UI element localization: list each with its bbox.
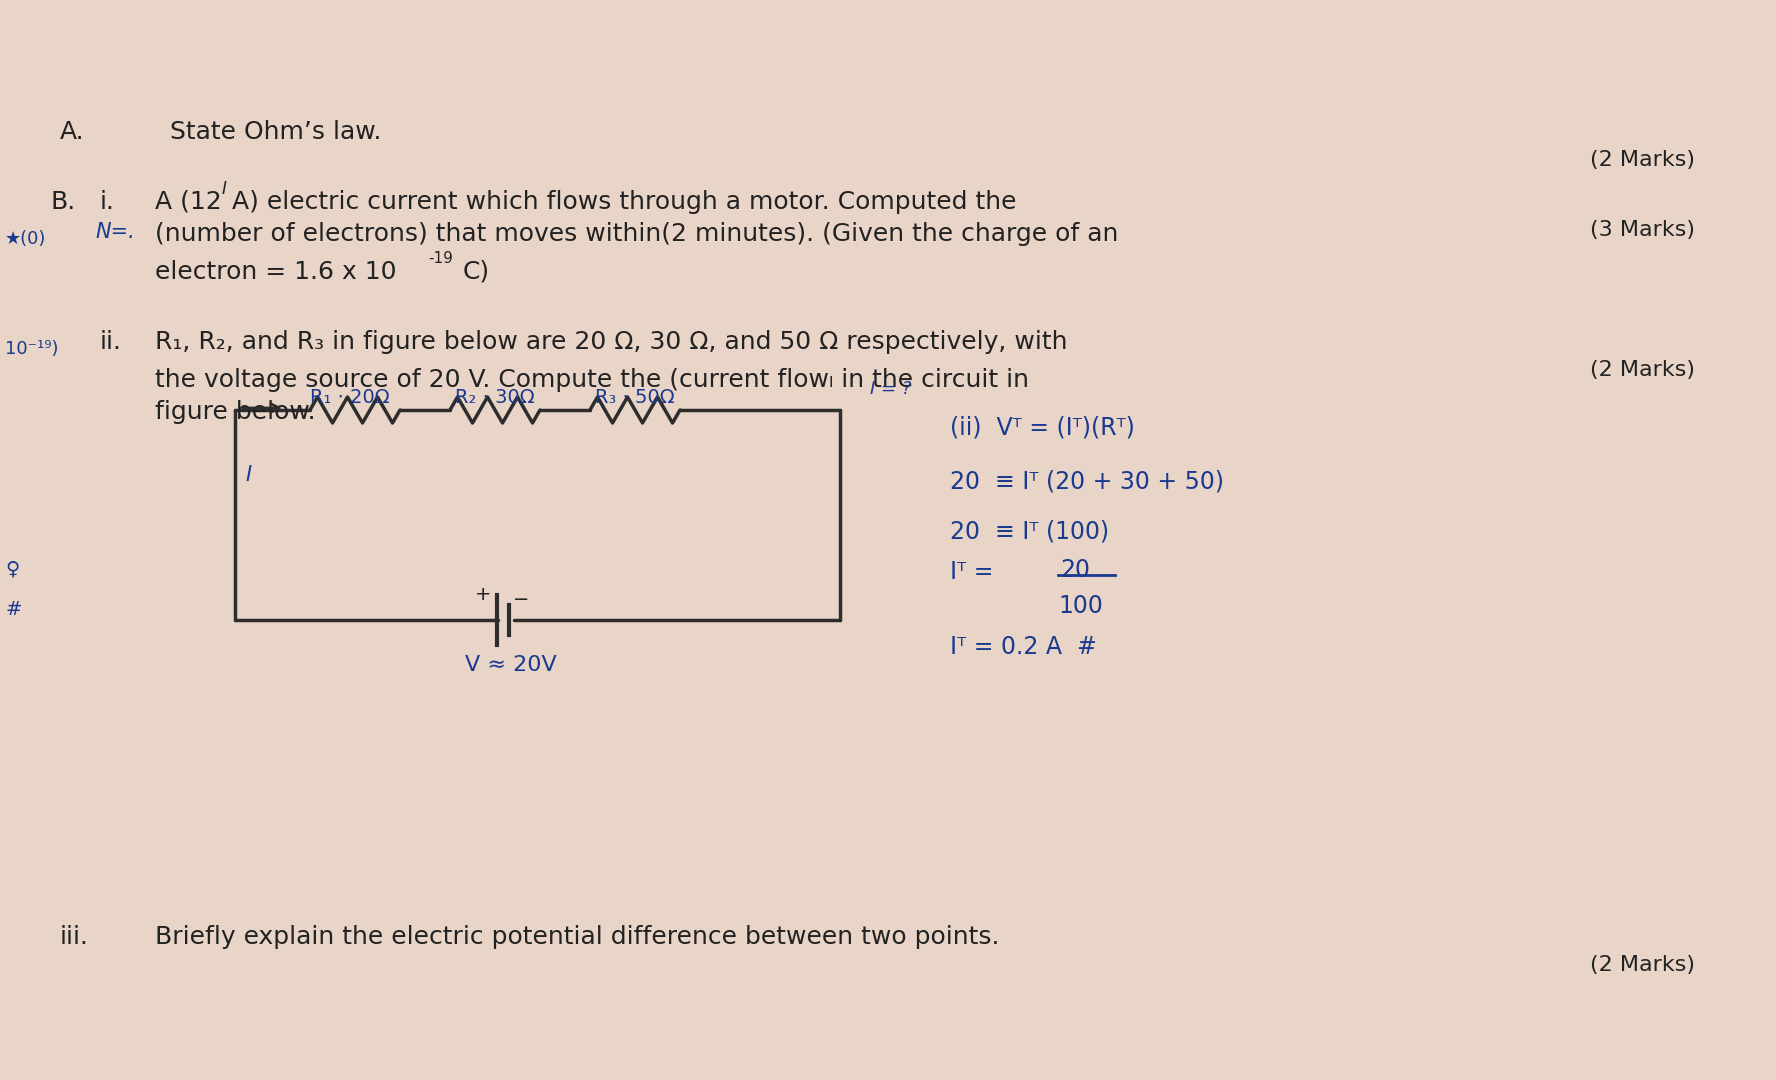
Text: (3 Marks): (3 Marks) <box>1590 220 1694 240</box>
Text: I: I <box>245 465 250 485</box>
Text: ii.: ii. <box>99 330 123 354</box>
Text: ★(0): ★(0) <box>5 230 46 248</box>
Text: C): C) <box>464 260 490 284</box>
Text: iii.: iii. <box>60 924 89 949</box>
Text: +: + <box>474 585 492 604</box>
Text: ♀: ♀ <box>5 561 20 579</box>
Text: (ii)  Vᵀ = (Iᵀ)(Rᵀ): (ii) Vᵀ = (Iᵀ)(Rᵀ) <box>950 415 1135 438</box>
Text: #: # <box>5 600 21 619</box>
Text: Briefly explain the electric potential difference between two points.: Briefly explain the electric potential d… <box>155 924 1000 949</box>
Text: R₁, R₂, and R₃ in figure below are 20 Ω, 30 Ω, and 50 Ω respectively, with: R₁, R₂, and R₃ in figure below are 20 Ω,… <box>155 330 1067 354</box>
Text: i.: i. <box>99 190 115 214</box>
Text: (number of electrons) that moves within(2 minutes). (Given the charge of an: (number of electrons) that moves within(… <box>155 222 1119 246</box>
Text: (2 Marks): (2 Marks) <box>1590 955 1694 975</box>
Text: (2 Marks): (2 Marks) <box>1590 150 1694 170</box>
Text: (2 Marks): (2 Marks) <box>1590 360 1694 380</box>
Text: N=.: N=. <box>94 222 135 242</box>
Text: A.: A. <box>60 120 85 144</box>
Text: 100: 100 <box>1058 594 1103 618</box>
Text: figure below.: figure below. <box>155 400 316 424</box>
Text: State Ohm’s law.: State Ohm’s law. <box>170 120 382 144</box>
Text: −: − <box>513 590 529 609</box>
Text: V ≈ 20V: V ≈ 20V <box>465 654 556 675</box>
Text: Iᵀ = 0.2 A  #: Iᵀ = 0.2 A # <box>950 635 1098 659</box>
Text: 20: 20 <box>1060 558 1090 582</box>
Text: 20  ≡ Iᵀ (100): 20 ≡ Iᵀ (100) <box>950 519 1110 544</box>
Text: B.: B. <box>50 190 75 214</box>
Text: electron = 1.6 x 10: electron = 1.6 x 10 <box>155 260 396 284</box>
Text: R₂ ⋅ 30Ω: R₂ ⋅ 30Ω <box>455 388 535 407</box>
Text: I = ?: I = ? <box>870 380 911 399</box>
Text: A (12: A (12 <box>155 190 222 214</box>
Text: the voltage source of 20 V. Compute the (current flowₗ in the circuit in: the voltage source of 20 V. Compute the … <box>155 368 1028 392</box>
Text: R₃ ⋅ 50Ω: R₃ ⋅ 50Ω <box>595 388 675 407</box>
Text: A) electric current which flows through a motor. Computed the: A) electric current which flows through … <box>233 190 1016 214</box>
Text: I: I <box>222 180 227 198</box>
Text: R₁ ⋅ 20Ω: R₁ ⋅ 20Ω <box>311 388 389 407</box>
Text: 20  ≡ Iᵀ (20 + 30 + 50): 20 ≡ Iᵀ (20 + 30 + 50) <box>950 470 1224 494</box>
Text: -19: -19 <box>428 251 453 266</box>
Text: Iᵀ =: Iᵀ = <box>950 561 993 584</box>
Text: 10⁻¹⁹): 10⁻¹⁹) <box>5 340 59 357</box>
